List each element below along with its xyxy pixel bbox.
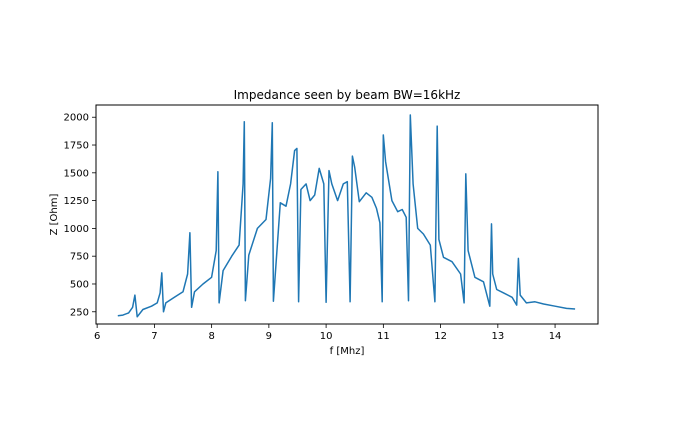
y-axis-label: Z [Ohm] [49,194,60,236]
y-tick-label: 750 [70,252,89,263]
plot-frame [95,104,599,325]
x-tick-label: 14 [549,331,562,342]
y-tick-label: 1000 [64,224,89,235]
x-tick-label: 13 [491,331,504,342]
x-tick-label: 11 [377,331,390,342]
y-tick-label: 1750 [64,141,89,152]
x-tick-label: 12 [434,331,447,342]
y-tick-label: 500 [70,279,89,290]
y-tick-label: 2000 [64,113,89,124]
x-tick-label: 8 [208,331,214,342]
y-tick-label: 1500 [64,168,89,179]
y-tick-label: 250 [70,307,89,318]
y-tick-label: 1250 [64,196,89,207]
x-tick-label: 10 [320,331,333,342]
x-tick-label: 7 [151,331,157,342]
x-axis-label: f [Mhz] [330,346,365,357]
impedance-series-line [117,114,576,318]
y-axis-ticks: 250 500 750 1000 1250 1500 1750 2000 [64,113,96,318]
chart-title: Impedance seen by beam BW=16kHz [234,88,461,102]
x-axis-ticks: 6 7 8 9 10 11 12 13 14 [94,324,561,342]
x-tick-label: 6 [94,331,100,342]
x-tick-label: 9 [266,331,272,342]
